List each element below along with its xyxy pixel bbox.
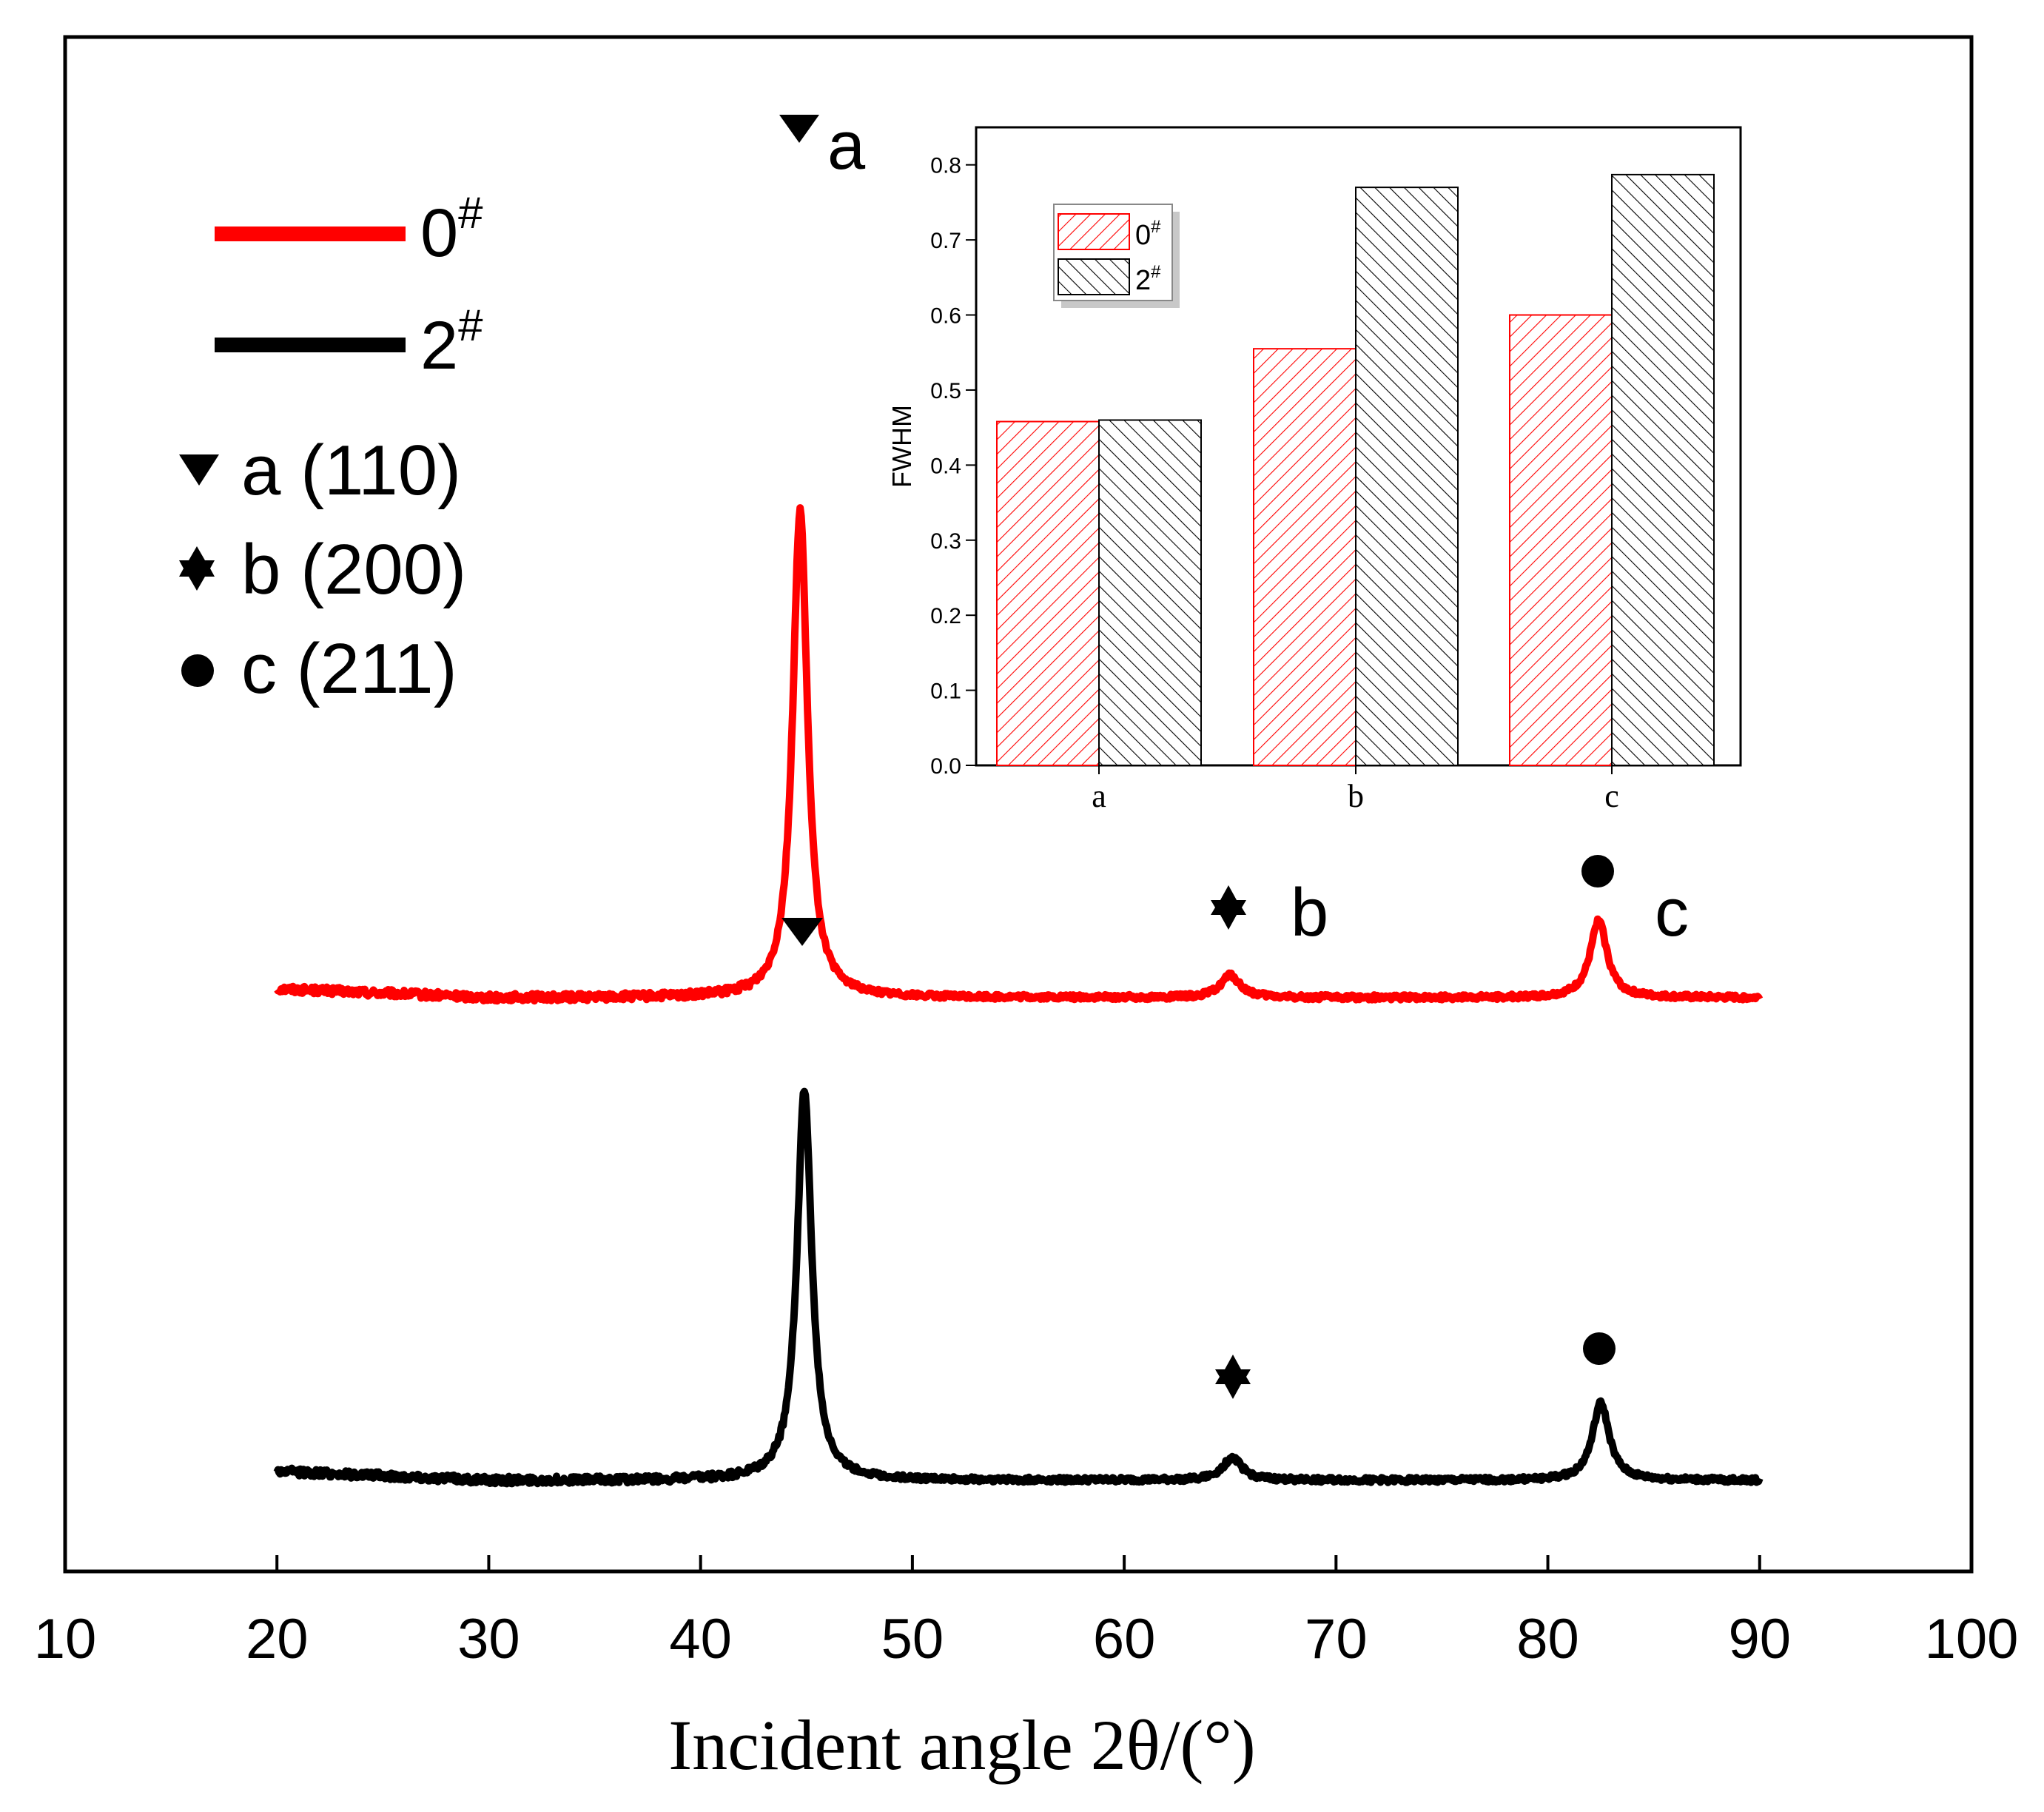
peak-b-label: b: [1291, 875, 1328, 950]
x-tick-label: 90: [1729, 1608, 1792, 1671]
peak-c-black-circle-icon: [1583, 1332, 1616, 1365]
inset-y-axis: 0.0 0.1 0.2 0.3 0.4 0.5 0.6 0.7 0.8: [930, 154, 976, 779]
peak-annotations: a b c: [779, 108, 1689, 1399]
legend-label-2: 2#: [420, 301, 483, 383]
series-line-2: [273, 1087, 1764, 1488]
inset-bar-c-0: [1509, 314, 1613, 766]
x-tick-label: 10: [34, 1608, 97, 1671]
inset-y-tick-label: 0.7: [930, 229, 961, 253]
x-tick-label: 30: [457, 1608, 520, 1671]
inset-y-tick-label: 0.3: [930, 529, 961, 554]
marker-legend-b: b (200): [241, 530, 466, 609]
peak-b-black-star-icon: [1215, 1355, 1251, 1399]
star-icon: [179, 546, 215, 591]
peak-b-red-star-icon: [1211, 885, 1246, 930]
peak-c-red-circle-icon: [1581, 855, 1614, 887]
x-tick-label: 80: [1516, 1608, 1579, 1671]
inset-legend-label-2: 2#: [1135, 262, 1161, 296]
marker-legend-a: a (110): [241, 431, 461, 510]
inset-y-tick-label: 0.4: [930, 454, 961, 478]
series-line-0: [274, 504, 1764, 1005]
inset-bar-a-0: [996, 420, 1100, 766]
marker-legend: a (110) b (200) c (211): [179, 431, 466, 708]
inset-legend-swatch-2: [1058, 258, 1130, 295]
inset-y-tick-label: 0.5: [930, 379, 961, 403]
inset-bar-c-2: [1611, 173, 1715, 766]
inset-x-axis: a b c: [1092, 765, 1619, 814]
x-tick-label: 70: [1305, 1608, 1368, 1671]
plot-frame: [63, 35, 1974, 1574]
x-axis-title: Incident angle 2θ/(°): [668, 1705, 1255, 1785]
x-tick-label: 40: [669, 1608, 732, 1671]
x-tick-label: 50: [881, 1608, 944, 1671]
inset-chart: 0.0 0.1 0.2 0.3 0.4 0.5 0.6 0.7 0.8 FWHM a b c 0# …: [887, 126, 1742, 814]
x-tick-label: 60: [1093, 1608, 1156, 1671]
inset-y-tick-label: 0.8: [930, 154, 961, 178]
circle-icon: [181, 654, 214, 687]
inset-y-tick-label: 0.6: [930, 304, 961, 329]
peak-a-label: a: [827, 108, 866, 184]
peak-c-label: c: [1655, 875, 1689, 950]
peak-a-black-triangle-icon: [781, 918, 823, 946]
x-axis: 10 20 30 40 50 60 70 80 90 100: [34, 1555, 2019, 1671]
legend-label-0: 0#: [420, 188, 483, 271]
inset-legend: 0# 2#: [1053, 204, 1180, 308]
inset-y-axis-title: FWHM: [887, 405, 917, 488]
inset-bar-b-0: [1253, 348, 1356, 766]
peak-a-red-triangle-icon: [779, 115, 819, 143]
x-tick-label: 100: [1925, 1608, 2019, 1671]
inset-x-tick-label: a: [1092, 778, 1106, 814]
inset-y-tick-label: 0.1: [930, 680, 961, 704]
series-layer: [273, 504, 1764, 1488]
series-legend: 0# 2#: [215, 188, 483, 383]
triangle-down-icon: [179, 454, 219, 486]
inset-bar-a-2: [1098, 419, 1202, 766]
inset-x-tick-label: b: [1348, 778, 1364, 814]
inset-x-tick-label: c: [1604, 778, 1619, 814]
inset-bars: [996, 173, 1715, 767]
inset-legend-label-0: 0#: [1135, 217, 1161, 251]
inset-bar-b-2: [1355, 187, 1459, 767]
inset-y-tick-label: 0.0: [930, 754, 961, 779]
x-tick-label: 20: [246, 1608, 309, 1671]
inset-legend-swatch-0: [1058, 213, 1130, 250]
inset-y-tick-label: 0.2: [930, 604, 961, 628]
marker-legend-c: c (211): [241, 629, 457, 708]
